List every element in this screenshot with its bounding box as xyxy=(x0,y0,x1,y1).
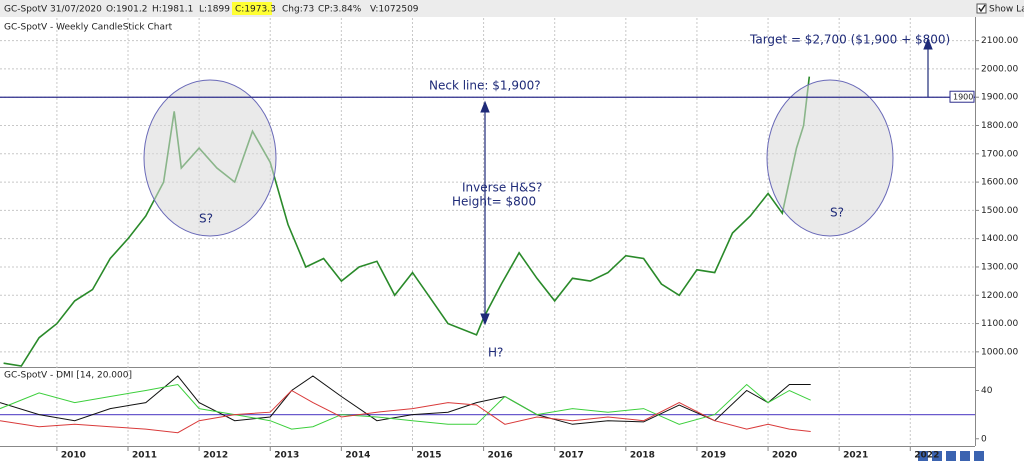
y-tick-label: 0 xyxy=(981,434,987,444)
y-tick-label: 1500.00 xyxy=(981,206,1018,216)
neckline-annotation: Neck line: $1,900? xyxy=(429,79,541,93)
price-chart-title: GC-SpotV - Weekly CandleStick Chart xyxy=(4,23,173,33)
show-last-label[interactable]: Show Last xyxy=(989,5,1024,15)
y-tick-label: 40 xyxy=(981,386,993,396)
y-tick-label: 1100.00 xyxy=(981,319,1018,329)
close: C:1973.3 xyxy=(235,5,276,15)
target-annotation: Target = $2,700 ($1,900 + $800) xyxy=(749,33,950,47)
symbol: GC-SpotV xyxy=(4,5,48,15)
series-line xyxy=(0,389,811,434)
volume: V:1072509 xyxy=(370,5,419,15)
height-arrow xyxy=(480,100,490,326)
x-tick-label: 2015 xyxy=(416,451,441,461)
nav-button[interactable] xyxy=(974,451,984,461)
y-tick-label: 1400.00 xyxy=(981,234,1018,244)
x-tick-label: 2016 xyxy=(488,451,513,461)
x-tick-label: 2021 xyxy=(843,451,868,461)
series-line xyxy=(0,383,811,430)
low: L:1899 xyxy=(199,5,230,15)
nav-button[interactable] xyxy=(946,451,956,461)
change-pct: CP:3.84% xyxy=(318,5,362,15)
x-tick-label: 2014 xyxy=(345,451,370,461)
neckline-tag-label: 1900 xyxy=(953,93,973,102)
x-tick-label: 2010 xyxy=(61,451,86,461)
y-tick-label: 1900.00 xyxy=(981,93,1018,103)
x-tick-label: 2013 xyxy=(274,451,299,461)
y-tick-label: 2000.00 xyxy=(981,64,1018,74)
change: Chg:73 xyxy=(282,5,314,15)
nav-button[interactable] xyxy=(918,451,928,461)
right-shoulder-ellipse xyxy=(766,79,894,237)
x-tick-label: 2019 xyxy=(701,451,726,461)
left-shoulder-ellipse xyxy=(143,79,277,237)
head-label: H? xyxy=(488,346,503,360)
nav-buttons xyxy=(918,451,984,461)
left-shoulder-label: S? xyxy=(199,212,213,226)
high: H:1981.1 xyxy=(152,5,193,15)
show-last-checkbox[interactable] xyxy=(976,3,987,14)
y-tick-label: 1600.00 xyxy=(981,178,1018,188)
x-tick-label: 2012 xyxy=(203,451,228,461)
checkmark xyxy=(978,4,986,13)
series-line xyxy=(3,76,811,367)
height-annotation: Height= $800 xyxy=(452,195,536,209)
series-line xyxy=(0,375,811,425)
y-tick-label: 2100.00 xyxy=(981,36,1018,46)
x-tick-label: 2018 xyxy=(630,451,655,461)
close-highlight xyxy=(232,2,272,15)
open: O:1901.2 xyxy=(106,5,147,15)
x-tick-label: 2017 xyxy=(559,451,584,461)
y-tick-label: 1800.00 xyxy=(981,121,1018,131)
dmi-chart-title: GC-SpotV - DMI [14, 20.000] xyxy=(4,371,132,381)
y-tick-label: 1300.00 xyxy=(981,262,1018,272)
y-tick-label: 1700.00 xyxy=(981,149,1018,159)
y-tick-label: 1000.00 xyxy=(981,347,1018,357)
x-tick-label: 2020 xyxy=(772,451,797,461)
right-shoulder-label: S? xyxy=(830,206,844,220)
nav-button[interactable] xyxy=(960,451,970,461)
nav-button[interactable] xyxy=(932,451,942,461)
x-tick-label: 2011 xyxy=(132,451,157,461)
x-tick-label: 2022 xyxy=(914,451,939,461)
neckline-tag xyxy=(949,90,975,103)
pattern-annotation: Inverse H&S? xyxy=(462,181,542,195)
target-arrow xyxy=(923,37,933,97)
date: 31/07/2020 xyxy=(50,5,102,15)
y-tick-label: 1200.00 xyxy=(981,291,1018,301)
